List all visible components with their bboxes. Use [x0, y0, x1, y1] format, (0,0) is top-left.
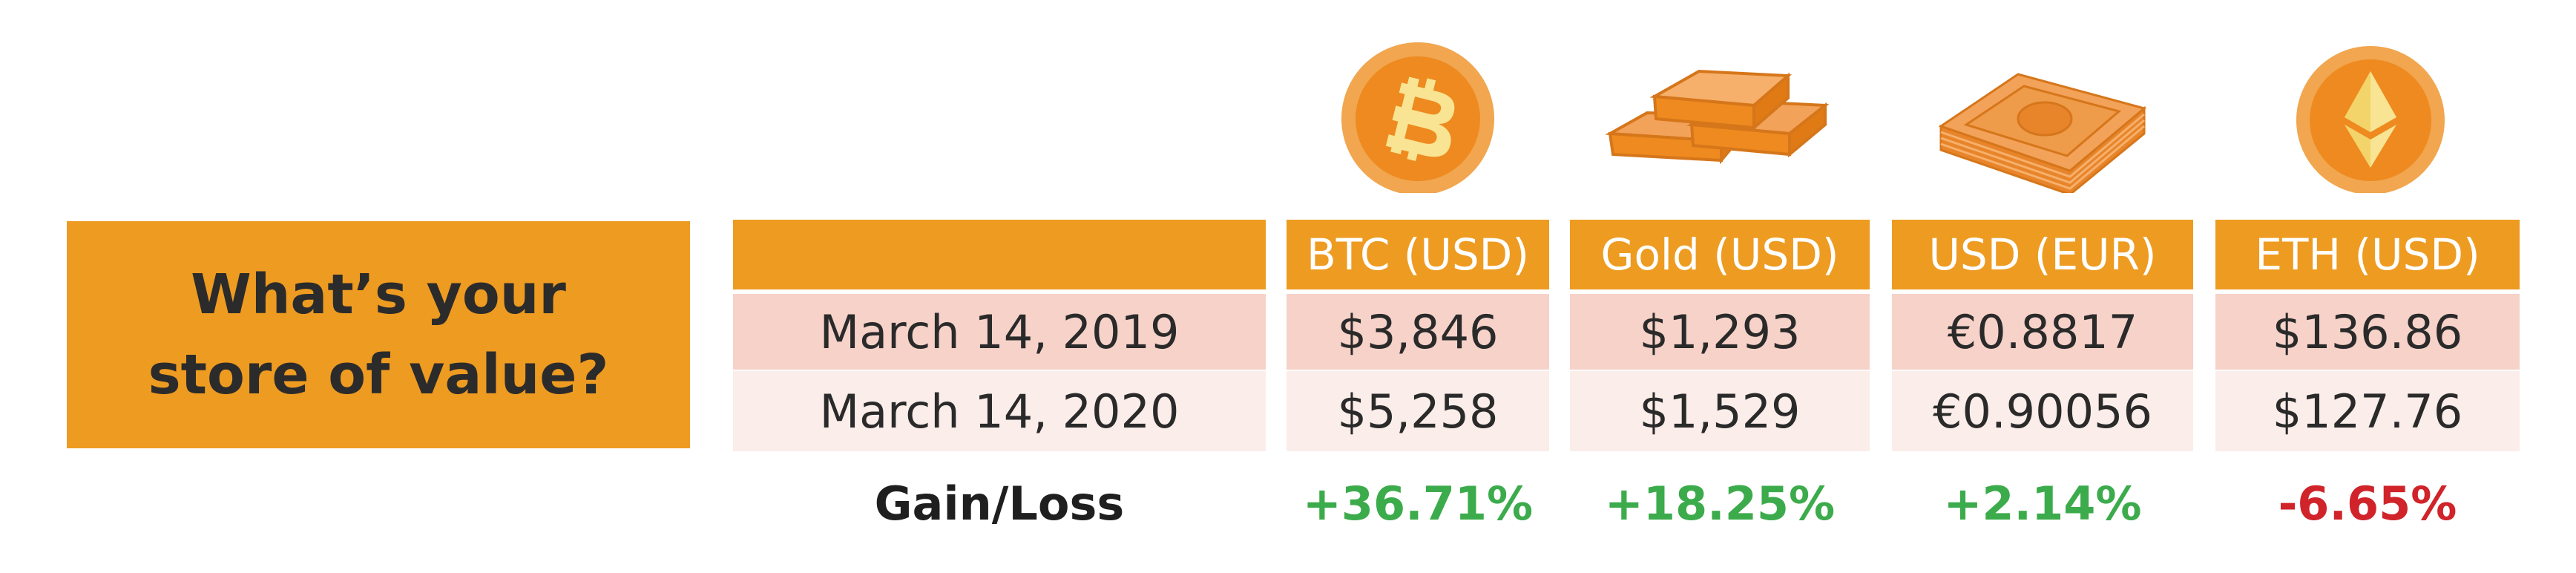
table-cell: $1,529	[1570, 371, 1870, 451]
gain-value-btc: +36.71%	[1302, 476, 1534, 531]
gain-loss-label: Gain/Loss	[874, 476, 1125, 531]
row-date: March 14, 2020	[733, 371, 1266, 451]
table-cell: $127.76	[2215, 371, 2520, 451]
table-cell: $1,293	[1570, 294, 1870, 370]
title-line-1: What’s your	[191, 263, 566, 327]
table-cell: $136.86	[2215, 294, 2520, 370]
table-cell: €0.90056	[1892, 371, 2193, 451]
gain-value-usd: +2.14%	[1943, 476, 2142, 531]
header-usd: USD (EUR)	[1892, 220, 2193, 289]
bitcoin-icon	[1319, 22, 1517, 193]
gain-value-gold: +18.25%	[1604, 476, 1836, 531]
header-eth: ETH (USD)	[2215, 220, 2520, 289]
header-gold: Gold (USD)	[1570, 220, 1870, 289]
header-blank-cell	[733, 220, 1266, 289]
table-cell: $3,846	[1287, 294, 1549, 370]
table-cell: $5,258	[1287, 371, 1549, 451]
row-date: March 14, 2019	[733, 294, 1266, 370]
money-stack-icon	[1922, 22, 2166, 193]
ethereum-icon	[2293, 22, 2448, 193]
title-panel: What’s your store of value?	[67, 221, 690, 448]
gain-value-eth: -6.65%	[2278, 476, 2457, 531]
title-line-2: store of value?	[148, 343, 609, 407]
gold-bars-icon	[1595, 22, 1847, 193]
header-btc: BTC (USD)	[1287, 220, 1549, 289]
table-cell: €0.8817	[1892, 294, 2193, 370]
